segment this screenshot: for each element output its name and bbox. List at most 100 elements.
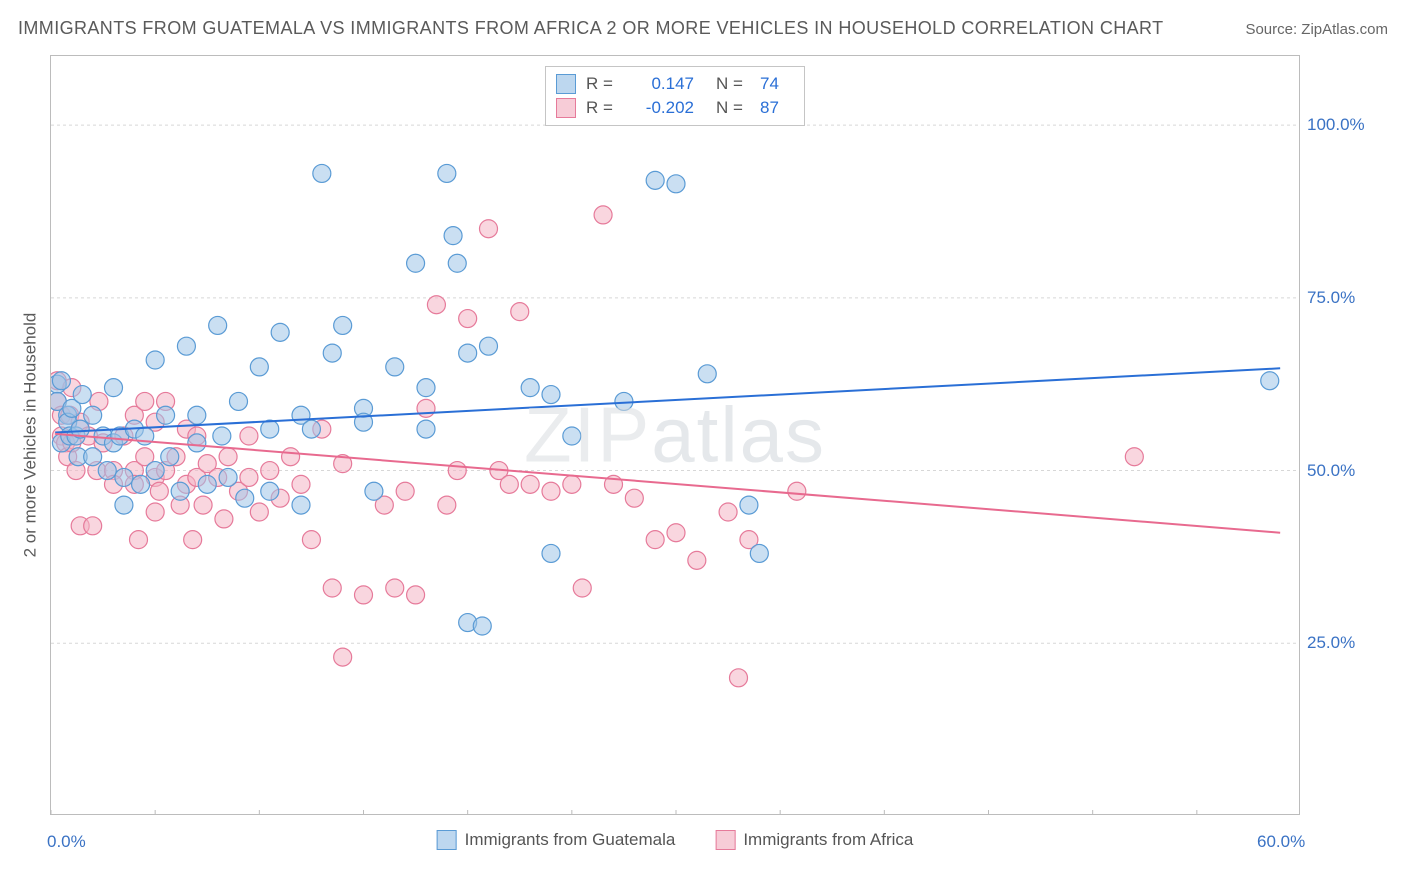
n-label: N = — [716, 96, 750, 120]
r-label: R = — [586, 72, 620, 96]
point-guatemala — [52, 372, 70, 390]
point-africa — [788, 482, 806, 500]
point-africa — [292, 475, 310, 493]
point-africa — [719, 503, 737, 521]
point-guatemala — [417, 420, 435, 438]
point-guatemala — [417, 379, 435, 397]
point-guatemala — [115, 468, 133, 486]
point-africa — [1125, 448, 1143, 466]
legend-row: R = 0.147 N = 74 — [556, 72, 790, 96]
y-axis-tick-label: 50.0% — [1307, 461, 1387, 481]
point-guatemala — [448, 254, 466, 272]
point-guatemala — [230, 392, 248, 410]
point-africa — [184, 531, 202, 549]
y-axis-title: 2 or more Vehicles in Household — [15, 55, 45, 815]
point-guatemala — [438, 164, 456, 182]
point-guatemala — [407, 254, 425, 272]
point-africa — [219, 448, 237, 466]
point-africa — [146, 503, 164, 521]
point-africa — [625, 489, 643, 507]
point-africa — [215, 510, 233, 528]
point-africa — [438, 496, 456, 514]
point-africa — [261, 462, 279, 480]
point-guatemala — [750, 544, 768, 562]
point-guatemala — [1261, 372, 1279, 390]
legend-series-label: Immigrants from Africa — [743, 830, 913, 850]
legend-series-item: Immigrants from Guatemala — [437, 830, 676, 850]
point-guatemala — [236, 489, 254, 507]
point-africa — [150, 482, 168, 500]
scatter-svg — [51, 56, 1299, 814]
point-guatemala — [302, 420, 320, 438]
point-guatemala — [171, 482, 189, 500]
point-africa — [194, 496, 212, 514]
point-africa — [250, 503, 268, 521]
r-value: -0.202 — [630, 96, 694, 120]
point-africa — [282, 448, 300, 466]
point-guatemala — [261, 482, 279, 500]
legend-swatch — [556, 98, 576, 118]
point-guatemala — [542, 386, 560, 404]
point-guatemala — [84, 448, 102, 466]
point-guatemala — [219, 468, 237, 486]
point-guatemala — [146, 462, 164, 480]
x-axis-min-label: 0.0% — [47, 832, 86, 852]
point-guatemala — [271, 323, 289, 341]
n-value: 74 — [760, 72, 790, 96]
point-africa — [500, 475, 518, 493]
point-guatemala — [84, 406, 102, 424]
point-africa — [427, 296, 445, 314]
y-axis-tick-label: 100.0% — [1307, 115, 1387, 135]
point-guatemala — [740, 496, 758, 514]
point-guatemala — [646, 171, 664, 189]
legend-swatch — [437, 830, 457, 850]
point-africa — [240, 468, 258, 486]
point-africa — [130, 531, 148, 549]
point-guatemala — [198, 475, 216, 493]
point-africa — [542, 482, 560, 500]
point-guatemala — [698, 365, 716, 383]
point-guatemala — [521, 379, 539, 397]
point-guatemala — [209, 316, 227, 334]
y-axis-tick-label: 75.0% — [1307, 288, 1387, 308]
legend-series: Immigrants from Guatemala Immigrants fro… — [437, 830, 914, 850]
point-africa — [563, 475, 581, 493]
legend-series-label: Immigrants from Guatemala — [465, 830, 676, 850]
n-value: 87 — [760, 96, 790, 120]
legend-series-item: Immigrants from Africa — [715, 830, 913, 850]
legend-correlation: R = 0.147 N = 74 R = -0.202 N = 87 — [545, 66, 805, 126]
point-guatemala — [146, 351, 164, 369]
x-axis-max-label: 60.0% — [1257, 832, 1305, 852]
point-africa — [417, 399, 435, 417]
point-guatemala — [563, 427, 581, 445]
chart-title: IMMIGRANTS FROM GUATEMALA VS IMMIGRANTS … — [18, 18, 1164, 39]
point-guatemala — [188, 434, 206, 452]
point-guatemala — [132, 475, 150, 493]
legend-swatch — [556, 74, 576, 94]
point-africa — [396, 482, 414, 500]
point-africa — [521, 475, 539, 493]
point-africa — [459, 310, 477, 328]
point-africa — [480, 220, 498, 238]
point-africa — [667, 524, 685, 542]
point-guatemala — [292, 496, 310, 514]
point-guatemala — [473, 617, 491, 635]
point-guatemala — [73, 386, 91, 404]
point-guatemala — [323, 344, 341, 362]
source-label: Source: ZipAtlas.com — [1245, 21, 1388, 38]
point-guatemala — [261, 420, 279, 438]
point-africa — [240, 427, 258, 445]
point-guatemala — [542, 544, 560, 562]
legend-swatch — [715, 830, 735, 850]
point-guatemala — [105, 379, 123, 397]
point-africa — [355, 586, 373, 604]
point-guatemala — [250, 358, 268, 376]
point-guatemala — [115, 496, 133, 514]
point-guatemala — [157, 406, 175, 424]
point-africa — [136, 392, 154, 410]
plot-area: ZIPatlas R = 0.147 N = 74 R = -0.202 N =… — [50, 55, 1300, 815]
point-africa — [573, 579, 591, 597]
point-africa — [302, 531, 320, 549]
point-africa — [448, 462, 466, 480]
point-africa — [407, 586, 425, 604]
